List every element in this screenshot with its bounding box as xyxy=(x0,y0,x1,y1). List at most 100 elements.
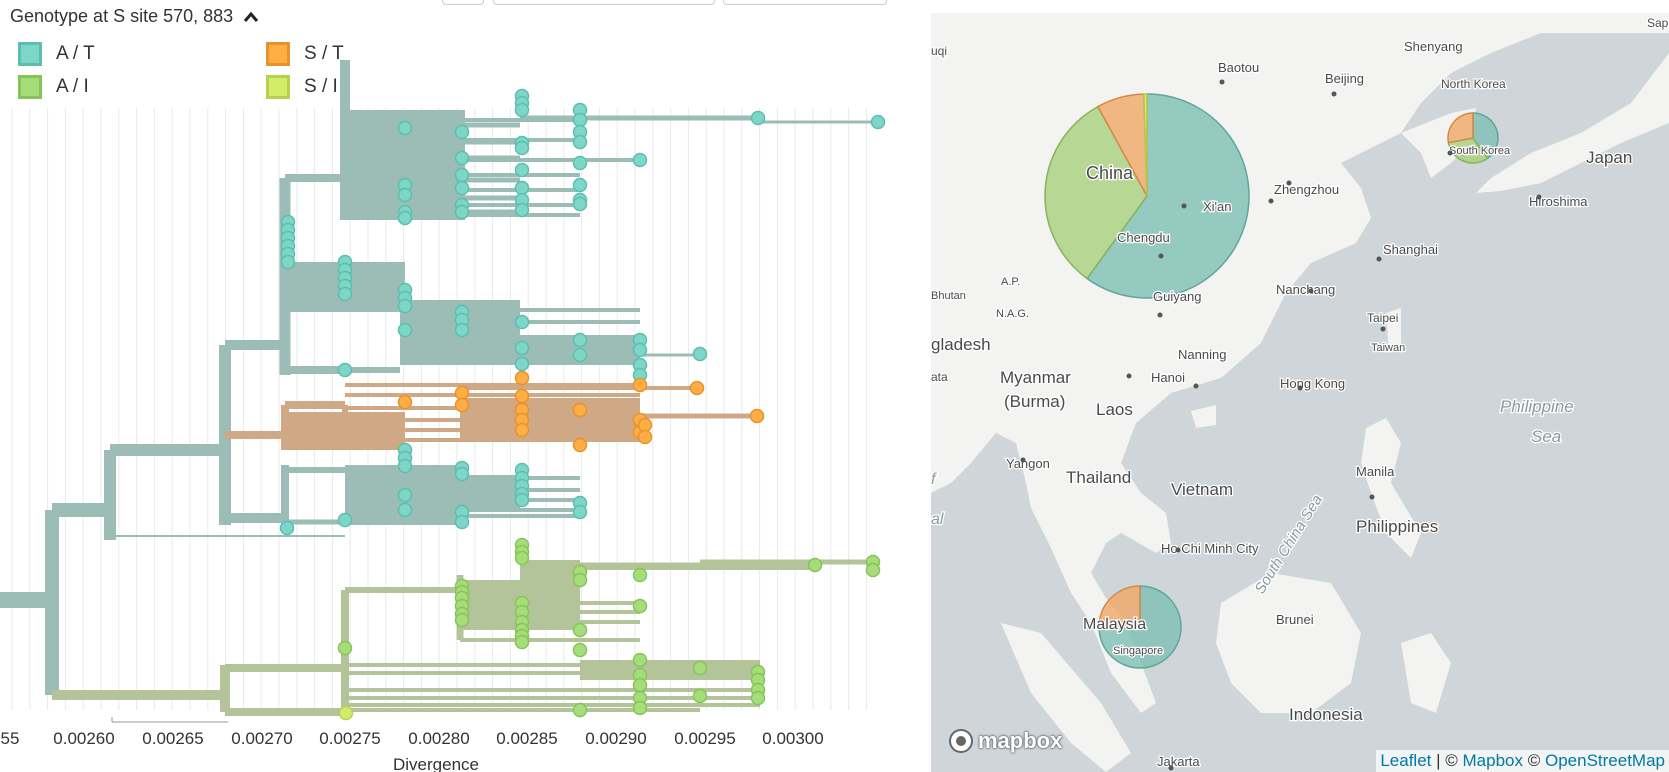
branch-bundle xyxy=(460,475,520,510)
city-dot xyxy=(1380,326,1386,332)
map-label: Indonesia xyxy=(1289,705,1363,724)
legend-item-ai[interactable]: A / I xyxy=(18,75,89,99)
chevron-up-icon[interactable] xyxy=(243,9,259,25)
tip-node xyxy=(572,134,588,150)
pie-singapore[interactable] xyxy=(1098,585,1182,669)
hainan-landmass xyxy=(1191,405,1216,428)
x-tick-label: 0.00300 xyxy=(762,729,823,748)
pie-slice xyxy=(1098,585,1141,628)
city-dot xyxy=(1268,198,1274,204)
legend-swatch xyxy=(266,42,290,66)
tip-node xyxy=(572,572,588,588)
map-label: Nanchang xyxy=(1276,282,1335,297)
tip-node xyxy=(637,417,653,433)
map-attribution: Leaflet | © Mapbox © OpenStreetMap xyxy=(1376,750,1669,772)
tip-node xyxy=(572,196,588,212)
map-label: f xyxy=(931,471,937,488)
city-dot xyxy=(1020,457,1026,463)
tree-canvas[interactable]: 55 0.00260 0.00265 0.00270 0.00275 0.00280 0.0… xyxy=(0,0,890,772)
tip-node xyxy=(397,458,413,474)
map-canvas[interactable]: Baotou Shenyang Beijing North Korea Sappo uqi… xyxy=(931,13,1669,772)
city-dots xyxy=(1020,79,1542,771)
legend-item-si[interactable]: S / I xyxy=(266,75,338,99)
map-label: China xyxy=(1086,163,1134,183)
attribution-separator: © xyxy=(1523,751,1545,770)
legend-item-at[interactable]: A / T xyxy=(18,42,95,66)
map-panel[interactable]: Baotou Shenyang Beijing North Korea Sappo uqi… xyxy=(931,13,1669,772)
tip-node xyxy=(750,690,766,706)
tip-node xyxy=(692,660,708,676)
city-dot xyxy=(1369,494,1375,500)
map-label: Japan xyxy=(1586,148,1632,167)
mapbox-logo[interactable]: mapbox xyxy=(948,728,1062,754)
tip-node xyxy=(397,210,413,226)
map-label: Philippines xyxy=(1356,517,1438,536)
map-label: Hiroshima xyxy=(1529,194,1588,209)
tip-node xyxy=(572,702,588,718)
city-dot xyxy=(1126,373,1132,379)
legend-title: Genotype at S site 570, 883 xyxy=(10,6,234,26)
city-dot xyxy=(1286,180,1292,186)
mapbox-link[interactable]: Mapbox xyxy=(1462,751,1523,770)
tree-tips xyxy=(279,88,886,721)
map-label: Baotou xyxy=(1218,60,1259,75)
tip-node xyxy=(865,562,881,578)
map-label: Shenyang xyxy=(1404,39,1463,54)
legend-swatch xyxy=(18,75,42,99)
pie-slice xyxy=(1447,112,1474,144)
tip-node xyxy=(750,110,766,126)
toolbar-button[interactable] xyxy=(442,0,484,5)
tip-node xyxy=(454,466,470,482)
map-label: Guiyang xyxy=(1153,289,1201,304)
toolbar-dropdown[interactable] xyxy=(493,0,715,5)
legend-header[interactable]: Genotype at S site 570, 883 xyxy=(10,6,259,27)
tip-node xyxy=(454,397,470,413)
tip-node xyxy=(514,180,530,196)
legend-item-st[interactable]: S / T xyxy=(266,42,344,66)
city-dot xyxy=(1297,385,1303,391)
openstreetmap-link[interactable]: OpenStreetMap xyxy=(1544,751,1665,770)
tip-node xyxy=(632,342,648,358)
map-label: Beijing xyxy=(1325,71,1364,86)
pie-china[interactable] xyxy=(1044,93,1250,299)
tip-node xyxy=(337,362,353,378)
toolbar-dropdown[interactable] xyxy=(723,0,887,5)
sulawesi-landmass xyxy=(1401,633,1451,713)
map-label: gladesh xyxy=(931,335,991,354)
branch-bundle xyxy=(345,262,405,312)
x-tick-label: 0.00290 xyxy=(585,729,646,748)
leaflet-link[interactable]: Leaflet xyxy=(1380,751,1432,770)
tip-node xyxy=(572,402,588,418)
tip-node xyxy=(632,700,648,716)
tree-branches xyxy=(0,60,880,716)
tip-node xyxy=(632,677,648,693)
map-label: Xi'an xyxy=(1203,199,1232,214)
tip-node xyxy=(572,642,588,658)
city-dot xyxy=(1157,312,1163,318)
tip-node xyxy=(632,652,648,668)
tip-node xyxy=(338,705,354,721)
city-dot xyxy=(1219,79,1225,85)
tip-node xyxy=(632,567,648,583)
x-axis-title: Divergence xyxy=(393,755,479,772)
tip-node xyxy=(280,254,296,270)
pie-slice xyxy=(1044,105,1148,280)
map-label: Jakarta xyxy=(1157,754,1200,769)
x-tick-label: 0.00275 xyxy=(319,729,380,748)
city-dot xyxy=(1331,91,1337,97)
map-label: Brunei xyxy=(1276,612,1314,627)
tip-node xyxy=(454,204,470,220)
phylogenetic-tree-panel: 55 0.00260 0.00265 0.00270 0.00275 0.00280 0.0… xyxy=(0,0,890,772)
tip-node xyxy=(514,140,530,156)
map-label: Taiwan xyxy=(1371,342,1405,354)
tip-node xyxy=(572,332,588,348)
pie-south-korea[interactable] xyxy=(1447,112,1499,164)
map-label: Singapore xyxy=(1113,645,1163,657)
legend-label: A / T xyxy=(56,43,95,64)
map-label: ata xyxy=(931,370,948,384)
city-dot xyxy=(1447,150,1453,156)
pie-slice xyxy=(1085,93,1250,299)
tip-node xyxy=(397,298,413,314)
city-dot xyxy=(1175,547,1181,553)
map-label: Manila xyxy=(1356,464,1395,479)
